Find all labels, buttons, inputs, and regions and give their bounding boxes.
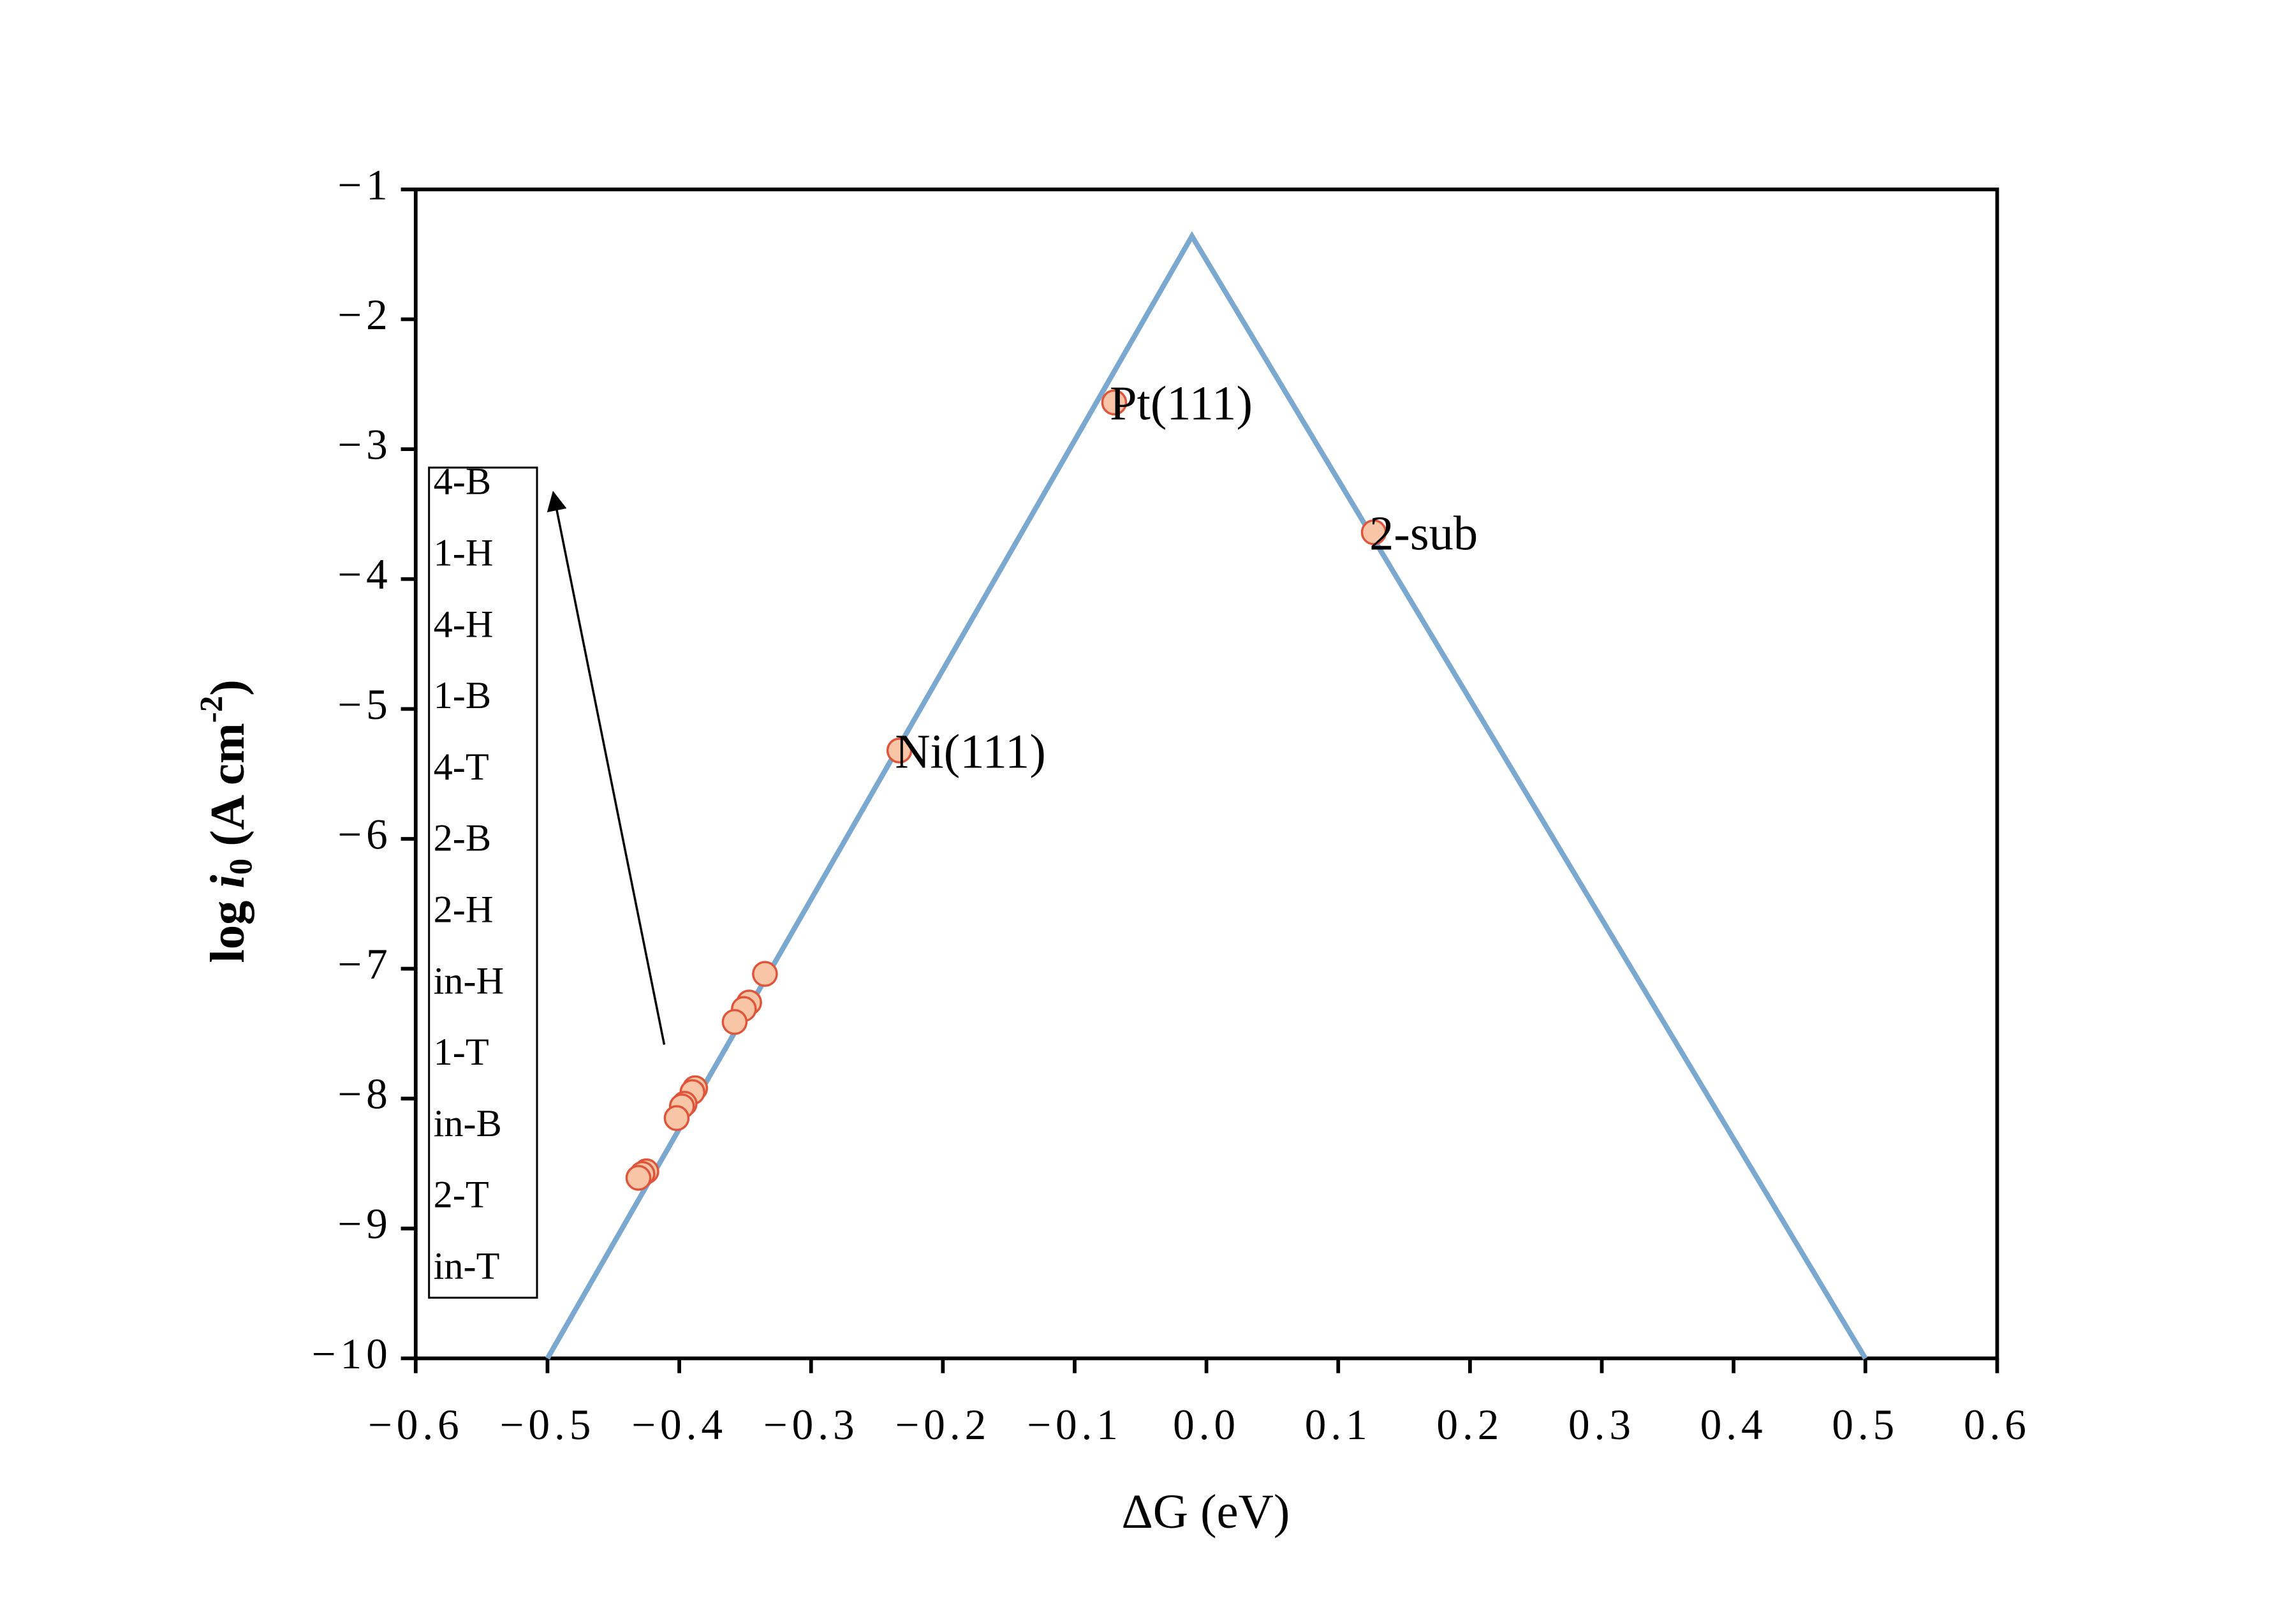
point bbox=[721, 1009, 748, 1035]
y-title-part: log bbox=[200, 889, 254, 963]
x-tick-label: 0.4 bbox=[1700, 1401, 1767, 1449]
point-label: 2-sub bbox=[1369, 506, 1478, 560]
x-tick-label: 0.1 bbox=[1305, 1401, 1372, 1449]
x-axis-title: ΔG (eV) bbox=[1122, 1484, 1290, 1539]
y-title-part: -2 bbox=[194, 696, 230, 723]
y-tick-label: −1 bbox=[337, 161, 392, 209]
box-label: 2-T bbox=[434, 1174, 489, 1216]
label-box bbox=[428, 466, 538, 1299]
y-axis-title: log i0 (A cm-2) bbox=[194, 679, 259, 963]
box-label: 4-B bbox=[434, 461, 491, 503]
y-tick-label: −7 bbox=[337, 940, 392, 988]
y-tick-label: −9 bbox=[337, 1200, 392, 1248]
x-tick-label: 0.5 bbox=[1832, 1401, 1899, 1449]
point bbox=[1360, 519, 1387, 545]
box-label: in-T bbox=[434, 1245, 500, 1288]
x-tick-label: 0.2 bbox=[1436, 1401, 1503, 1449]
y-title-part: i bbox=[200, 875, 254, 888]
x-tick-label: −0.6 bbox=[368, 1401, 464, 1449]
x-tick-label: −0.1 bbox=[1027, 1401, 1122, 1449]
y-title-part: (A cm bbox=[200, 723, 254, 859]
point bbox=[1101, 389, 1128, 416]
box-label: 4-T bbox=[434, 746, 489, 788]
y-tick-label: −4 bbox=[337, 551, 392, 598]
y-title-part: ) bbox=[200, 679, 254, 696]
box-label: 1-H bbox=[434, 531, 494, 574]
y-tick-label: −2 bbox=[337, 291, 392, 339]
y-tick-label: −3 bbox=[337, 421, 392, 469]
x-tick-label: −0.4 bbox=[631, 1401, 727, 1449]
x-tick-label: 0.6 bbox=[1964, 1401, 2031, 1449]
y-title-part: 0 bbox=[223, 859, 259, 875]
box-label: 2-H bbox=[434, 889, 494, 931]
box-label: in-H bbox=[434, 959, 504, 1002]
point bbox=[752, 961, 778, 987]
y-tick-label: −8 bbox=[337, 1070, 392, 1118]
box-label: 1-T bbox=[434, 1031, 489, 1074]
point-label: Ni(111) bbox=[895, 724, 1046, 778]
box-label: 2-B bbox=[434, 817, 491, 860]
point bbox=[625, 1165, 652, 1191]
point-label: Pt(111) bbox=[1110, 376, 1253, 431]
point bbox=[663, 1105, 690, 1132]
y-tick-label: −5 bbox=[337, 681, 392, 728]
point bbox=[886, 737, 913, 764]
y-tick-label: −10 bbox=[312, 1330, 392, 1378]
box-label: 1-B bbox=[434, 674, 491, 717]
x-tick-label: −0.3 bbox=[763, 1401, 859, 1449]
arrow bbox=[547, 491, 666, 1045]
box-label: in-B bbox=[434, 1102, 502, 1145]
x-tick-label: 0.3 bbox=[1568, 1401, 1635, 1449]
x-tick-label: 0.0 bbox=[1173, 1401, 1240, 1449]
x-tick-label: −0.2 bbox=[895, 1401, 990, 1449]
box-label: 4-H bbox=[434, 603, 494, 646]
x-tick-label: −0.5 bbox=[500, 1401, 596, 1449]
y-tick-label: −6 bbox=[337, 810, 392, 858]
